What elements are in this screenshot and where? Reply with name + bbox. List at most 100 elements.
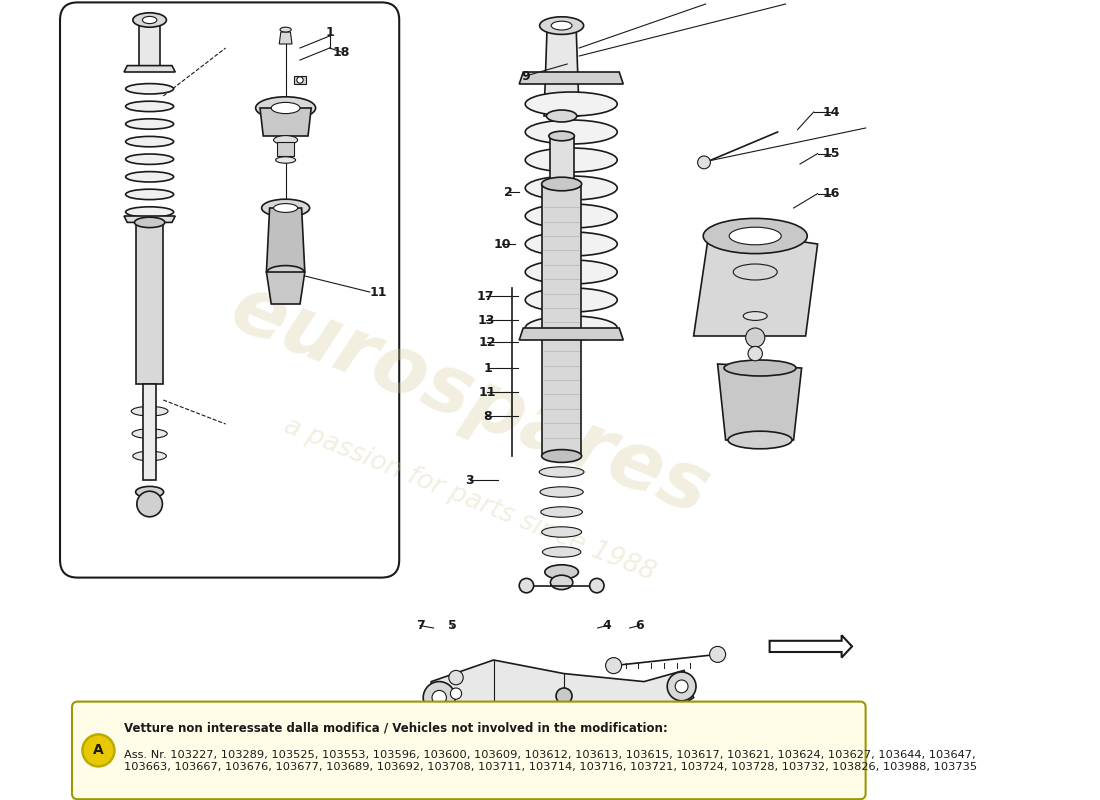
Ellipse shape xyxy=(255,97,316,119)
Ellipse shape xyxy=(125,118,174,130)
Ellipse shape xyxy=(541,450,582,462)
Ellipse shape xyxy=(525,120,617,144)
Polygon shape xyxy=(519,328,624,340)
Text: a passion for parts since 1988: a passion for parts since 1988 xyxy=(280,414,659,586)
Circle shape xyxy=(697,156,711,169)
Polygon shape xyxy=(694,228,817,336)
Polygon shape xyxy=(260,108,311,136)
Ellipse shape xyxy=(525,232,617,256)
Ellipse shape xyxy=(525,316,617,340)
Polygon shape xyxy=(770,635,853,658)
Polygon shape xyxy=(140,20,159,68)
Ellipse shape xyxy=(525,288,617,312)
Circle shape xyxy=(556,688,572,704)
Circle shape xyxy=(297,77,304,83)
Ellipse shape xyxy=(525,204,617,228)
Ellipse shape xyxy=(274,135,298,144)
Ellipse shape xyxy=(280,27,292,32)
Ellipse shape xyxy=(125,83,174,94)
Circle shape xyxy=(519,578,534,593)
Text: 15: 15 xyxy=(823,147,840,160)
Circle shape xyxy=(432,690,447,705)
Polygon shape xyxy=(542,184,581,456)
Ellipse shape xyxy=(540,17,584,34)
Polygon shape xyxy=(544,24,580,116)
Ellipse shape xyxy=(542,547,581,557)
Ellipse shape xyxy=(272,102,300,114)
Ellipse shape xyxy=(547,110,576,122)
Polygon shape xyxy=(494,756,541,780)
Text: 7: 7 xyxy=(416,619,425,632)
Ellipse shape xyxy=(267,266,304,278)
Circle shape xyxy=(450,688,462,699)
Text: 17: 17 xyxy=(477,290,494,302)
Text: 1: 1 xyxy=(326,26,334,38)
Polygon shape xyxy=(124,66,175,72)
Text: 14: 14 xyxy=(823,106,840,118)
Polygon shape xyxy=(294,76,306,84)
Text: 6: 6 xyxy=(635,619,643,632)
Polygon shape xyxy=(279,32,292,44)
Ellipse shape xyxy=(525,260,617,284)
Polygon shape xyxy=(143,384,156,480)
Ellipse shape xyxy=(541,527,582,538)
Ellipse shape xyxy=(540,486,583,498)
Polygon shape xyxy=(717,364,802,440)
Ellipse shape xyxy=(541,178,582,190)
Text: 12: 12 xyxy=(478,336,496,349)
Ellipse shape xyxy=(133,451,166,461)
Ellipse shape xyxy=(125,171,174,182)
Text: Vetture non interessate dalla modifica / Vehicles not involved in the modificati: Vetture non interessate dalla modifica /… xyxy=(124,722,668,734)
Ellipse shape xyxy=(525,148,617,172)
Ellipse shape xyxy=(274,204,298,212)
Ellipse shape xyxy=(135,486,164,498)
Circle shape xyxy=(748,346,762,361)
Ellipse shape xyxy=(734,264,778,280)
Ellipse shape xyxy=(539,467,584,477)
Ellipse shape xyxy=(525,92,617,116)
Circle shape xyxy=(668,672,696,701)
Ellipse shape xyxy=(132,429,167,438)
FancyBboxPatch shape xyxy=(60,2,399,578)
Circle shape xyxy=(710,646,726,662)
Circle shape xyxy=(675,680,688,693)
Ellipse shape xyxy=(142,16,157,23)
Ellipse shape xyxy=(744,312,767,320)
Text: 18: 18 xyxy=(333,46,350,58)
Text: 11: 11 xyxy=(370,286,387,298)
Ellipse shape xyxy=(125,136,174,147)
Polygon shape xyxy=(266,272,305,304)
Text: 5: 5 xyxy=(448,619,456,632)
Ellipse shape xyxy=(728,431,792,449)
Ellipse shape xyxy=(125,206,174,218)
Bar xyxy=(277,142,295,156)
FancyBboxPatch shape xyxy=(72,702,866,799)
Ellipse shape xyxy=(703,218,807,254)
Ellipse shape xyxy=(262,199,309,217)
Text: eurospares: eurospares xyxy=(219,269,720,531)
Text: 4: 4 xyxy=(603,619,612,632)
Ellipse shape xyxy=(550,575,573,590)
Circle shape xyxy=(449,670,463,685)
Polygon shape xyxy=(430,660,694,730)
Polygon shape xyxy=(124,216,175,222)
Ellipse shape xyxy=(729,227,781,245)
Ellipse shape xyxy=(724,360,796,376)
Ellipse shape xyxy=(125,101,174,111)
Polygon shape xyxy=(550,136,573,184)
Circle shape xyxy=(424,682,455,714)
Ellipse shape xyxy=(541,507,582,517)
Text: 11: 11 xyxy=(478,386,496,398)
Circle shape xyxy=(606,658,621,674)
Polygon shape xyxy=(446,728,685,756)
Text: 1: 1 xyxy=(484,362,493,374)
Ellipse shape xyxy=(551,21,572,30)
Polygon shape xyxy=(519,72,624,84)
Ellipse shape xyxy=(131,406,168,416)
Ellipse shape xyxy=(125,189,174,200)
Circle shape xyxy=(746,328,764,347)
Polygon shape xyxy=(136,222,163,384)
Ellipse shape xyxy=(276,157,296,163)
Circle shape xyxy=(82,734,114,766)
Text: 16: 16 xyxy=(823,187,840,200)
